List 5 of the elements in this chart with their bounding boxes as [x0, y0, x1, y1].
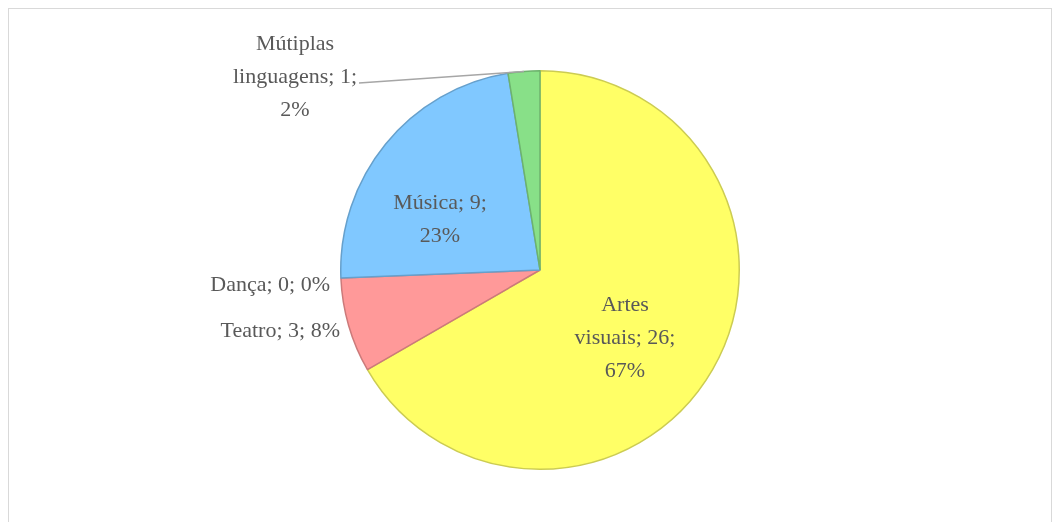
category-label: Dança; 0; 0%	[210, 270, 330, 296]
slice-label: Teatro; 3; 8%	[220, 316, 340, 342]
slice-label: Mútiplas linguagens; 1; 2%	[232, 29, 358, 121]
slice-label: Música; 9; 23%	[393, 189, 487, 248]
slice-label: Artes visuais; 26; 67%	[574, 290, 676, 382]
